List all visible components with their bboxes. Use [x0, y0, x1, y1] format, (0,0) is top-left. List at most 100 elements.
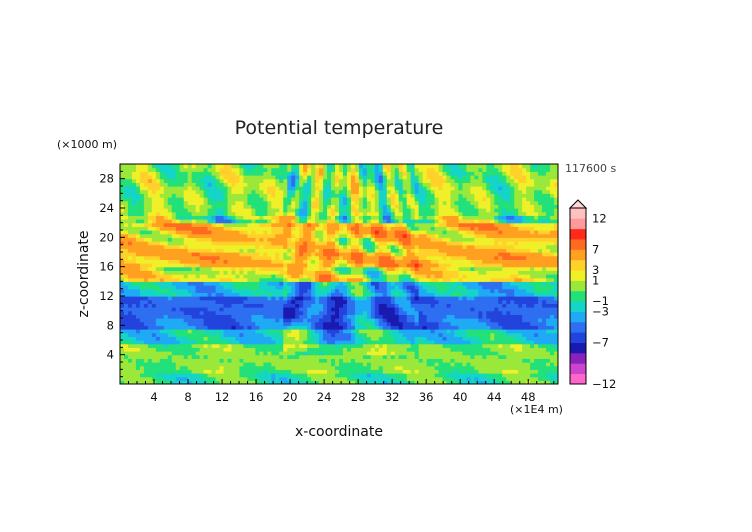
heatmap-cell [450, 219, 455, 223]
heatmap-cell [216, 340, 221, 344]
heatmap-cell [239, 325, 244, 329]
heatmap-cell [172, 237, 177, 241]
heatmap-cell [379, 234, 384, 238]
heatmap-cell [291, 369, 296, 373]
heatmap-cell [395, 314, 400, 318]
heatmap-cell [387, 355, 392, 359]
heatmap-cell [323, 355, 328, 359]
heatmap-cell [156, 241, 161, 245]
heatmap-cell [267, 358, 272, 362]
heatmap-cell [192, 259, 197, 263]
heatmap-cell [391, 329, 396, 333]
heatmap-cell [184, 237, 189, 241]
heatmap-cell [239, 274, 244, 278]
heatmap-cell [196, 340, 201, 344]
heatmap-cell [506, 278, 511, 282]
heatmap-cell [494, 336, 499, 340]
heatmap-cell [474, 252, 479, 256]
heatmap-cell [498, 270, 503, 274]
heatmap-cell [152, 237, 157, 241]
heatmap-cell [447, 270, 452, 274]
heatmap-cell [458, 285, 463, 289]
heatmap-cell [327, 340, 332, 344]
heatmap-cell [383, 377, 388, 381]
heatmap-cell [494, 358, 499, 362]
heatmap-cell [212, 333, 217, 337]
heatmap-cell [271, 377, 276, 381]
heatmap-cell [164, 318, 169, 322]
heatmap-cell [458, 270, 463, 274]
heatmap-cell [152, 358, 157, 362]
heatmap-cell [239, 278, 244, 282]
heatmap-cell [128, 307, 133, 311]
heatmap-cell [243, 362, 248, 366]
heatmap-cell [435, 219, 440, 223]
heatmap-cell [307, 329, 312, 333]
heatmap-cell [319, 241, 324, 245]
heatmap-cell [339, 259, 344, 263]
heatmap-cell [494, 377, 499, 381]
heatmap-cell [395, 281, 400, 285]
heatmap-cell [435, 336, 440, 340]
heatmap-cell [148, 219, 153, 223]
heatmap-cell [188, 285, 193, 289]
heatmap-cell [164, 285, 169, 289]
heatmap-cell [204, 248, 209, 252]
heatmap-cell [391, 289, 396, 293]
heatmap-cell [423, 252, 428, 256]
heatmap-cell [128, 325, 133, 329]
heatmap-cell [518, 226, 523, 230]
heatmap-cell [188, 336, 193, 340]
heatmap-cell [184, 351, 189, 355]
heatmap-cell [212, 274, 217, 278]
heatmap-cell [307, 311, 312, 315]
heatmap-cell [208, 351, 213, 355]
heatmap-cell [458, 259, 463, 263]
heatmap-cell [235, 226, 240, 230]
heatmap-cell [375, 351, 380, 355]
heatmap-cell [188, 347, 193, 351]
heatmap-cell [514, 219, 519, 223]
heatmap-cell [534, 285, 539, 289]
heatmap-cell [387, 234, 392, 238]
heatmap-cell [435, 274, 440, 278]
heatmap-cell [510, 274, 515, 278]
heatmap-cell [192, 226, 197, 230]
heatmap-cell [454, 248, 459, 252]
heatmap-cell [283, 347, 288, 351]
heatmap-cell [192, 237, 197, 241]
heatmap-cell [196, 263, 201, 267]
heatmap-cell [462, 263, 467, 267]
heatmap-cell [255, 281, 260, 285]
heatmap-cell [184, 340, 189, 344]
heatmap-cell [148, 377, 153, 381]
heatmap-cell [411, 245, 416, 249]
heatmap-cell [510, 296, 515, 300]
heatmap-cell [363, 340, 368, 344]
heatmap-cell [506, 355, 511, 359]
heatmap-cell [279, 336, 284, 340]
heatmap-cell [387, 358, 392, 362]
heatmap-cell [140, 300, 145, 304]
heatmap-cell [522, 329, 527, 333]
heatmap-cell [140, 263, 145, 267]
heatmap-cell [327, 329, 332, 333]
heatmap-cell [439, 223, 444, 227]
heatmap-cell [355, 292, 360, 296]
heatmap-cell [450, 373, 455, 377]
heatmap-cell [228, 285, 233, 289]
heatmap-cell [383, 226, 388, 230]
heatmap-cell [458, 336, 463, 340]
heatmap-cell [239, 347, 244, 351]
heatmap-cell [263, 226, 268, 230]
heatmap-cell [494, 300, 499, 304]
heatmap-cell [407, 355, 412, 359]
heatmap-cell [323, 252, 328, 256]
heatmap-cell [335, 333, 340, 337]
heatmap-cell [299, 281, 304, 285]
heatmap-cell [530, 237, 535, 241]
heatmap-cell [140, 344, 145, 348]
heatmap-cell [486, 325, 491, 329]
heatmap-cell [435, 329, 440, 333]
heatmap-cell [327, 263, 332, 267]
